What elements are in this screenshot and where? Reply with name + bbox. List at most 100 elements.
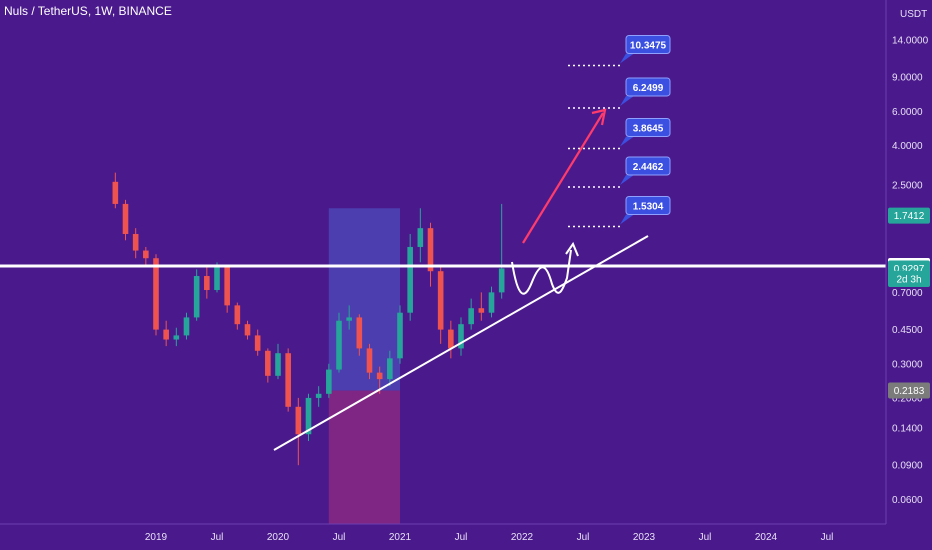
candle-body [224, 266, 230, 306]
candle-body [326, 369, 332, 394]
candle-body [234, 305, 241, 325]
y-tick-label: 4.0000 [892, 141, 923, 152]
candle-body [437, 271, 444, 330]
target-callout-label: 10.3475 [630, 40, 667, 51]
target-callout-label: 2.4462 [633, 162, 664, 173]
target-callout [625, 156, 671, 176]
targets-layer: 10.3475 6.2499 3.8645 2.4462 1.5304 [568, 34, 671, 228]
wave-projection [511, 249, 572, 295]
callout-pointer [620, 136, 634, 147]
candle-body [478, 308, 485, 313]
candle-body [254, 335, 261, 351]
y-tick-label: 9.0000 [892, 73, 923, 84]
x-tick-label: 2021 [389, 532, 412, 543]
candle-body [163, 329, 169, 340]
drawings-layer [0, 108, 886, 451]
y-tick-label: 0.2000 [892, 393, 923, 404]
target-arrow [522, 112, 604, 244]
price-tag-label: 1.7412 [894, 211, 925, 222]
x-tick-label: Jul [333, 532, 346, 543]
callout-pointer [620, 214, 634, 225]
y-tick-label: 0.3000 [892, 359, 923, 370]
x-tick-label: 2022 [511, 532, 534, 543]
candle-body [356, 317, 363, 349]
y-tick-label: 0.0900 [892, 461, 923, 472]
x-tick-label: 2024 [755, 532, 778, 543]
x-tick-label: 2019 [145, 532, 168, 543]
price-tag [888, 207, 930, 224]
target-callout-label: 3.8645 [633, 123, 664, 134]
callout-pointer [620, 53, 634, 64]
candle-body [112, 181, 119, 204]
x-tick-label: Jul [455, 532, 468, 543]
target-callout [625, 34, 671, 54]
candle-body [448, 329, 454, 349]
x-tick-label: 2020 [267, 532, 290, 543]
x-tick-label: Jul [699, 532, 712, 543]
y-tick-label: 14.0000 [892, 36, 929, 47]
y-axis: 14.0000 9.0000 6.0000 4.0000 2.5000 0.7000 0.4… [885, 0, 932, 550]
candle-body [295, 406, 302, 435]
x-tick-label: Jul [577, 532, 590, 543]
chart-title: Nuls / TetherUS, 1W, BINANCE [4, 4, 172, 18]
candle-body [275, 353, 281, 376]
candle-body [458, 324, 464, 349]
candle-body [265, 350, 271, 376]
wave-arrowhead [565, 241, 579, 257]
candles-layer [112, 172, 505, 466]
candle-body [417, 228, 424, 247]
price-tag-label: 0.2183 [894, 386, 925, 397]
candle-body [244, 324, 251, 336]
x-axis-bg [0, 524, 932, 550]
candle-body [153, 258, 159, 330]
target-callout-label: 6.2499 [633, 83, 664, 94]
candle-body [315, 393, 322, 398]
candle-body [407, 246, 413, 313]
x-tick-label: 2023 [633, 532, 656, 543]
candle-body [387, 358, 393, 380]
y-tick-label: 2.5000 [892, 181, 923, 192]
price-tag [888, 382, 930, 399]
target-callout [625, 117, 671, 137]
trend-line [273, 235, 649, 451]
candle-body [143, 250, 149, 259]
candle-body [193, 276, 200, 318]
target-callout [625, 77, 671, 97]
candle-body [183, 317, 190, 336]
x-tick-label: Jul [821, 532, 834, 543]
candle-body [204, 276, 210, 291]
target-callout-label: 1.5304 [633, 201, 664, 212]
candle-body [498, 268, 505, 293]
target-arrowhead [591, 108, 607, 126]
candle-body [346, 317, 352, 321]
loss-zone-box [328, 390, 400, 524]
callout-pointer [620, 174, 634, 185]
y-tick-label: 6.0000 [892, 107, 923, 118]
y-axis-unit: USDT [900, 9, 927, 20]
target-callout [625, 195, 671, 215]
y-tick-label: 0.7000 [892, 288, 923, 299]
candle-body [336, 320, 342, 370]
candle-body [214, 266, 220, 291]
y-tick-label: 0.4500 [892, 325, 923, 336]
x-axis: 2019 Jul 2020 Jul 2021 Jul 2022 Jul 2023 Jul 2024 J… [0, 523, 932, 550]
y-tick-label: 0.0600 [892, 495, 923, 506]
price-tag [888, 271, 930, 288]
price-tag-label: 2d 3h [896, 275, 921, 286]
candle-body [122, 203, 129, 234]
x-tick-label: Jul [211, 532, 224, 543]
callout-pointer [620, 95, 634, 106]
candle-body [397, 312, 403, 359]
y-tick-label: 0.1400 [892, 423, 923, 434]
candle-body [173, 335, 180, 340]
candle-body [132, 233, 139, 251]
candle-body [427, 228, 434, 272]
candle-body [305, 397, 312, 435]
candle-body [376, 372, 383, 380]
candle-body [488, 292, 495, 313]
candle-body [468, 308, 474, 325]
price-tag-label: 0.9297 [894, 264, 925, 275]
candle-body [285, 353, 291, 407]
candle-body [366, 348, 373, 373]
